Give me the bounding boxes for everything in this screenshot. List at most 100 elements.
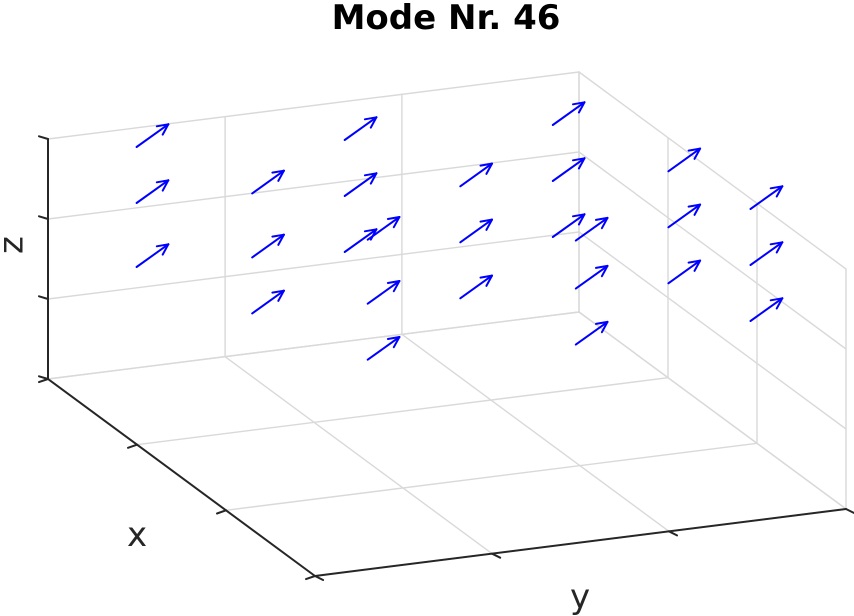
floor-grid-line xyxy=(225,442,758,511)
arrow-shaft xyxy=(551,213,586,238)
arrow-head xyxy=(363,116,378,121)
arrow-head xyxy=(600,264,609,278)
y-axis-tick xyxy=(314,575,325,581)
quiver-arrow xyxy=(574,264,609,290)
side-wall-grid-line xyxy=(578,311,847,510)
x-axis-label: x xyxy=(127,515,147,555)
y-axis-label: y xyxy=(570,577,590,616)
arrow-head xyxy=(363,228,378,233)
arrow-shaft xyxy=(551,157,586,182)
quiver-arrow xyxy=(459,218,493,244)
arrow-shaft xyxy=(459,274,493,300)
arrow-head xyxy=(392,216,401,229)
arrow-head xyxy=(386,216,401,220)
z-axis-tick xyxy=(38,215,49,220)
arrow-shaft xyxy=(366,336,401,361)
arrow-head xyxy=(369,172,378,185)
quiver-arrow xyxy=(251,289,285,315)
quiver-arrow xyxy=(366,336,401,361)
arrow-shaft xyxy=(251,233,285,259)
arrow-head xyxy=(277,289,285,302)
arrow-head xyxy=(161,179,170,192)
arrow-shaft xyxy=(135,123,170,148)
arrow-shaft xyxy=(749,297,784,322)
arrow-head xyxy=(693,259,702,272)
arrow-head xyxy=(386,280,401,284)
arrow-head xyxy=(277,169,285,182)
arrow-head xyxy=(577,213,586,226)
quiver-arrow xyxy=(459,162,493,188)
arrow-shaft xyxy=(251,289,285,315)
arrow-head xyxy=(775,185,784,198)
chart-title: Mode Nr. 46 xyxy=(332,0,561,38)
arrow-head xyxy=(693,203,702,216)
x-axis-line xyxy=(47,378,316,577)
arrow-head xyxy=(769,185,784,190)
x-axis-tick xyxy=(127,443,138,449)
quiver-arrow xyxy=(749,297,784,322)
back-wall-grid-line xyxy=(47,311,580,380)
side-wall-grid-line xyxy=(578,151,847,350)
x-axis-tick xyxy=(305,575,316,581)
quiver-arrow xyxy=(251,169,285,195)
arrow-shaft xyxy=(251,169,285,195)
arrow-head xyxy=(161,243,170,256)
arrow-shaft xyxy=(667,147,702,173)
arrow-head xyxy=(595,320,609,325)
quiver-arrow xyxy=(251,233,285,259)
arrow-shaft xyxy=(343,228,378,253)
arrow-head xyxy=(577,101,586,114)
arrow-head xyxy=(363,172,378,177)
quiver-arrow xyxy=(551,101,586,126)
arrow-head xyxy=(386,336,401,340)
quiver-arrow xyxy=(667,203,702,229)
back-wall-grid-line xyxy=(47,231,580,300)
arrow-head xyxy=(687,147,702,152)
arrow-head xyxy=(600,320,609,334)
arrow-head xyxy=(687,203,702,208)
quiver-arrow xyxy=(135,123,170,148)
floor-grid-line xyxy=(136,377,669,446)
side-wall-grid-line xyxy=(578,71,847,270)
arrow-shaft xyxy=(343,172,378,197)
arrow-head xyxy=(271,233,285,238)
arrow-shaft xyxy=(574,320,609,346)
z-axis-tick xyxy=(38,295,49,300)
quiver-arrow xyxy=(343,172,378,197)
quiver-arrow xyxy=(135,243,170,268)
arrow-field xyxy=(135,101,784,361)
arrow-shaft xyxy=(574,216,609,242)
arrow-head xyxy=(572,101,586,106)
quiver-arrow xyxy=(135,179,170,204)
arrow-head xyxy=(271,289,285,294)
y-axis-tick xyxy=(845,508,854,514)
arrow-shaft xyxy=(667,203,702,229)
arrow-head xyxy=(485,162,493,175)
arrow-shaft xyxy=(749,241,784,266)
arrow-shaft xyxy=(459,218,493,244)
arrow-head xyxy=(600,216,609,230)
arrow-head xyxy=(155,243,170,248)
arrow-head xyxy=(595,264,609,269)
quiver-arrow xyxy=(343,116,378,141)
arrow-shaft xyxy=(749,185,784,210)
arrow-head xyxy=(687,259,702,264)
arrow-head xyxy=(693,147,702,160)
arrow-head xyxy=(369,116,378,129)
quiver-arrow xyxy=(574,320,609,346)
arrow-shaft xyxy=(551,101,586,126)
arrow-shaft xyxy=(135,243,170,268)
quiver-arrow xyxy=(343,228,378,253)
z-axis-tick xyxy=(38,375,49,380)
arrow-head xyxy=(572,157,586,162)
arrow-head xyxy=(479,162,493,167)
arrow-head xyxy=(277,233,285,246)
arrow-head xyxy=(392,336,401,349)
arrow-shaft xyxy=(667,259,702,285)
arrow-head xyxy=(769,297,784,302)
back-wall-grid-line xyxy=(47,151,580,220)
arrow-head xyxy=(155,123,170,128)
floor-grid-line xyxy=(401,333,670,532)
quiver-arrow xyxy=(667,259,702,285)
quiver-arrow xyxy=(574,216,609,242)
